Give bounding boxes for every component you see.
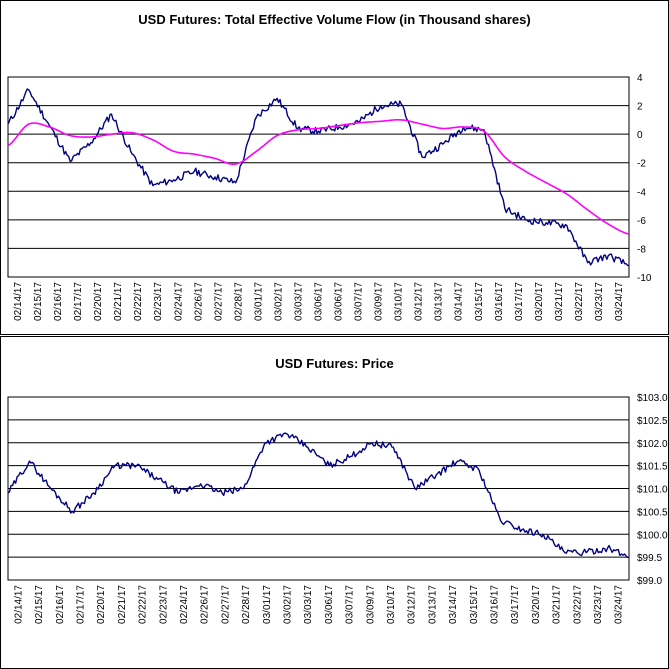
x-tick-label: 03/07/17: [345, 585, 356, 624]
x-tick-label: 03/24/17: [614, 585, 625, 624]
x-tick-label: 03/03/17: [303, 585, 314, 624]
y-tick-label: $102.5: [637, 416, 668, 427]
x-tick-label: 03/22/17: [574, 282, 585, 321]
x-tick-label: 03/09/17: [365, 585, 376, 624]
x-tick-label: 02/22/17: [138, 585, 149, 624]
x-tick-label: 03/12/17: [407, 585, 418, 624]
x-tick-label: 02/28/17: [241, 585, 252, 624]
x-tick-label: 03/06/17: [334, 282, 345, 321]
x-tick-label: 03/07/17: [354, 282, 365, 321]
y-tick-label: $101.0: [637, 485, 668, 496]
x-tick-label: 03/15/17: [474, 282, 485, 321]
x-tick-label: 03/01/17: [253, 282, 264, 321]
x-tick-label: 03/01/17: [262, 585, 273, 624]
price-plot: $103.0 $102.5 $102.0 $101.5 $101.0 $100.5 $100…: [7, 393, 668, 624]
x-tick-label: 03/16/17: [494, 282, 505, 321]
x-tick-label: 03/13/17: [434, 282, 445, 321]
x-tick-label: 02/20/17: [93, 282, 104, 321]
x-tick-label: 02/22/17: [133, 282, 144, 321]
x-tick-label: 03/10/17: [394, 282, 405, 321]
x-tick-label: 03/23/17: [593, 585, 604, 624]
x-tick-label: 02/21/17: [117, 585, 128, 624]
volume-flow-plot: 4 2 0 -2 -4 -6 -8 -10 02/14/17 02/15/17 02/16/17 02…: [7, 73, 652, 321]
x-tick-label: 03/17/17: [514, 282, 525, 321]
x-tick-label: 02/15/17: [33, 282, 44, 321]
series-line: [7, 88, 630, 267]
x-tick-label: 02/27/17: [213, 282, 224, 321]
x-tick-label: 03/12/17: [414, 282, 425, 321]
x-tick-label: 03/22/17: [572, 585, 583, 624]
x-tick-label: 03/02/17: [282, 585, 293, 624]
x-tick-label: 02/16/17: [55, 585, 66, 624]
x-tick-label: 03/06/17: [314, 282, 325, 321]
x-tick-label: 02/28/17: [233, 282, 244, 321]
y-tick-label: $102.0: [637, 439, 668, 450]
x-tick-label: 03/20/17: [534, 282, 545, 321]
x-tick-label: 03/21/17: [552, 585, 563, 624]
y-tick-label: 0: [637, 130, 643, 141]
y-tick-label: -8: [637, 244, 646, 255]
x-tick-label: 03/14/17: [448, 585, 459, 624]
x-tick-label: 03/09/17: [374, 282, 385, 321]
price-chart: USD Futures: Price $103.0 $102.5 $102.0 $10…: [0, 336, 669, 669]
y-tick-label: 2: [637, 102, 643, 113]
y-tick-label: $103.0: [637, 393, 668, 404]
x-tick-label: 03/24/17: [614, 282, 625, 321]
x-tick-label: 02/27/17: [220, 585, 231, 624]
x-tick-label: 03/16/17: [489, 585, 500, 624]
series-line: [7, 432, 630, 559]
x-tick-label: 03/06/17: [324, 585, 335, 624]
x-tick-label: 02/17/17: [75, 585, 86, 624]
x-tick-label: 02/17/17: [73, 282, 84, 321]
x-tick-label: 03/15/17: [469, 585, 480, 624]
x-tick-label: 03/21/17: [554, 282, 565, 321]
y-tick-label: $99.5: [637, 553, 662, 564]
series-line-moving-average: [7, 119, 630, 235]
x-tick-label: 02/14/17: [13, 282, 24, 321]
x-tick-label: 03/23/17: [594, 282, 605, 321]
x-tick-label: 02/15/17: [34, 585, 45, 624]
x-tick-label: 03/03/17: [293, 282, 304, 321]
x-tick-label: 03/17/17: [510, 585, 521, 624]
y-tick-label: 4: [637, 73, 643, 84]
y-tick-label: -4: [637, 187, 646, 198]
y-tick-label: $99.0: [637, 576, 662, 587]
x-tick-label: 02/14/17: [13, 585, 24, 624]
x-tick-label: 02/26/17: [193, 282, 204, 321]
x-tick-label: 03/20/17: [531, 585, 542, 624]
y-tick-label: $100.0: [637, 530, 668, 541]
x-tick-label: 02/23/17: [153, 282, 164, 321]
x-tick-label: 03/13/17: [427, 585, 438, 624]
x-tick-label: 02/20/17: [96, 585, 107, 624]
y-tick-label: $101.5: [637, 462, 668, 473]
x-tick-label: 03/10/17: [386, 585, 397, 624]
y-tick-label: -2: [637, 159, 646, 170]
x-tick-label: 02/24/17: [173, 282, 184, 321]
x-tick-label: 03/02/17: [273, 282, 284, 321]
x-tick-label: 02/26/17: [200, 585, 211, 624]
x-tick-label: 02/16/17: [53, 282, 64, 321]
y-tick-label: -10: [637, 273, 652, 284]
x-tick-label: 02/23/17: [158, 585, 169, 624]
chart-title: USD Futures: Price: [275, 356, 394, 371]
chart-title: USD Futures: Total Effective Volume Flow…: [138, 12, 531, 27]
y-tick-label: $100.5: [637, 507, 668, 518]
volume-flow-chart: USD Futures: Total Effective Volume Flow…: [0, 0, 669, 335]
x-tick-label: 02/24/17: [179, 585, 190, 624]
x-tick-label: 02/21/17: [113, 282, 124, 321]
y-tick-label: -6: [637, 216, 646, 227]
x-tick-label: 03/14/17: [454, 282, 465, 321]
